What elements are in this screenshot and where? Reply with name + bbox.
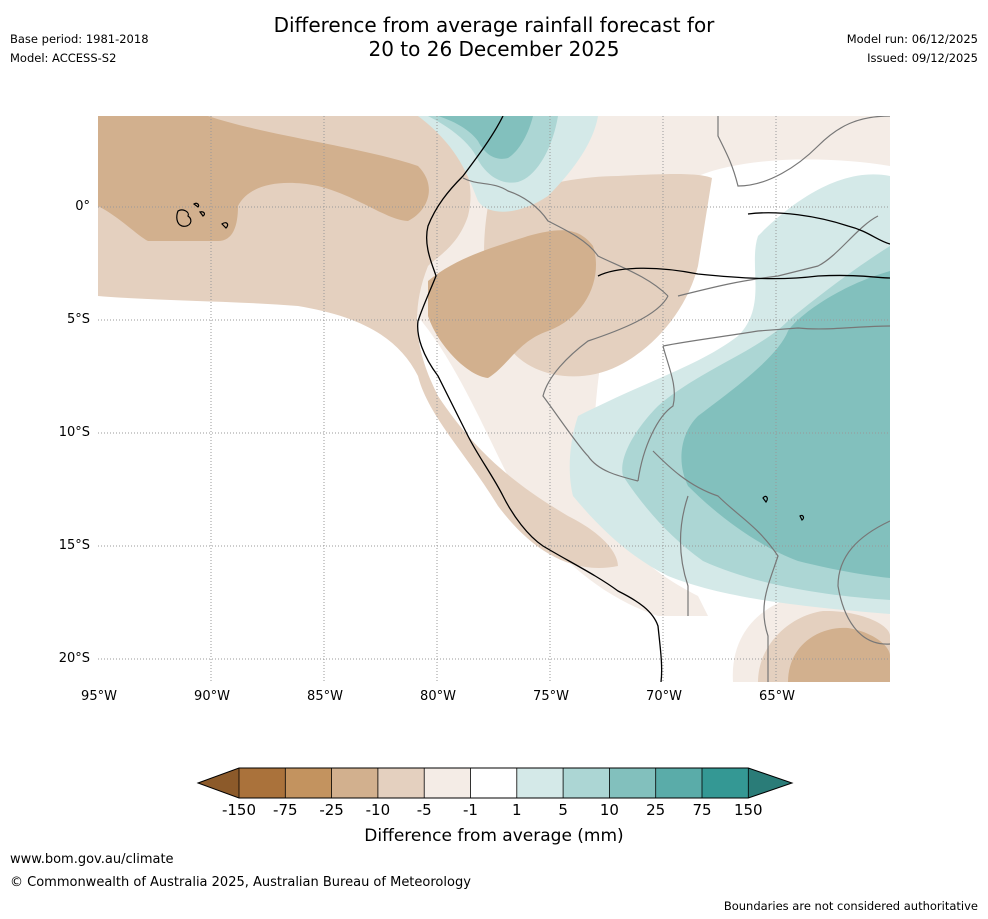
- colorbar-bin-1-5: [516, 768, 564, 798]
- lon-label-85w: 85°W: [307, 689, 343, 704]
- lon-label-90w: 90°W: [194, 689, 230, 704]
- lat-label-20s: 20°S: [58, 651, 90, 666]
- model-name: Model: ACCESS-S2: [10, 51, 117, 65]
- colorbar-tick-150: 150: [733, 801, 763, 819]
- lat-label-15s: 15°S: [58, 538, 90, 553]
- colorbar-tick-m5: -5: [416, 801, 432, 819]
- footer-note: Boundaries are not considered authoritat…: [723, 899, 978, 913]
- rainfall-map: [98, 116, 890, 682]
- colorbar-min-arrow: [198, 768, 239, 798]
- colorbar-bin-m10-m5: [377, 768, 425, 798]
- map-title: Difference from average rainfall forecas…: [0, 13, 988, 61]
- colorbar-dividers: [238, 768, 749, 798]
- colorbar-bin-10-25: [609, 768, 656, 798]
- colorbar-tick-m25: -25: [319, 801, 344, 819]
- colorbar-tick-1: 1: [512, 801, 522, 819]
- colorbar-tick-m1: -1: [463, 801, 478, 819]
- title-line-2: 20 to 26 December 2025: [368, 37, 620, 61]
- country-borders: [462, 116, 890, 682]
- colorbar-tick-75: 75: [692, 801, 712, 819]
- colorbar-tick-m150: -150: [221, 801, 257, 819]
- lat-label-5s: 5°S: [66, 312, 90, 327]
- lat-label-0: 0°: [75, 199, 90, 214]
- coastline: [417, 116, 890, 682]
- title-line-1: Difference from average rainfall forecas…: [273, 13, 715, 37]
- lon-label-70w: 70°W: [646, 689, 682, 704]
- colorbar-max-arrow: [748, 768, 792, 798]
- colorbar-bin-m75-m25: [285, 768, 332, 798]
- colorbar-bin-75-150: [702, 768, 749, 798]
- graticule: [98, 116, 890, 682]
- colorbar-bin-m25-m10: [331, 768, 378, 798]
- lon-label-95w: 95°W: [81, 689, 117, 704]
- shade-wet-east-strong: [681, 271, 890, 578]
- meta-left: Base period: 1981-2018 Model: ACCESS-S2: [10, 30, 149, 68]
- colorbar-tick-m75: -75: [273, 801, 298, 819]
- colorbar-label: Difference from average (mm): [364, 826, 624, 846]
- colorbar: [196, 767, 794, 799]
- meta-right: Model run: 06/12/2025 Issued: 09/12/2025: [847, 30, 978, 68]
- lon-label-75w: 75°W: [533, 689, 569, 704]
- colorbar-bin-25-75: [655, 768, 702, 798]
- colorbar-bin-5-10: [563, 768, 610, 798]
- base-period: Base period: 1981-2018: [10, 32, 149, 46]
- colorbar-tick-5: 5: [558, 801, 568, 819]
- colorbar-bin-m150-m75: [239, 768, 286, 798]
- model-run: Model run: 06/12/2025: [846, 32, 978, 46]
- footer-copyright: © Commonwealth of Australia 2025, Austra…: [10, 875, 471, 890]
- colorbar-tick-25: 25: [646, 801, 666, 819]
- footer-url: www.bom.gov.au/climate: [10, 852, 174, 867]
- lon-label-80w: 80°W: [420, 689, 456, 704]
- shade-wet-north-strong: [438, 116, 533, 159]
- shade-dry-strong-se: [788, 627, 890, 682]
- shade-dry-strong-central: [428, 230, 596, 378]
- colorbar-tick-m10: -10: [365, 801, 391, 819]
- lat-label-10s: 10°S: [58, 425, 90, 440]
- islands: [176, 202, 805, 521]
- colorbar-bin-m5-m1: [424, 768, 471, 798]
- issued-date: Issued: 09/12/2025: [867, 51, 978, 65]
- lon-label-65w: 65°W: [759, 689, 795, 704]
- colorbar-tick-10: 10: [599, 801, 619, 819]
- colorbar-bin-m1-1: [470, 768, 517, 798]
